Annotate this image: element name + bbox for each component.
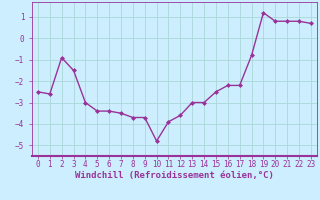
X-axis label: Windchill (Refroidissement éolien,°C): Windchill (Refroidissement éolien,°C) [75, 171, 274, 180]
